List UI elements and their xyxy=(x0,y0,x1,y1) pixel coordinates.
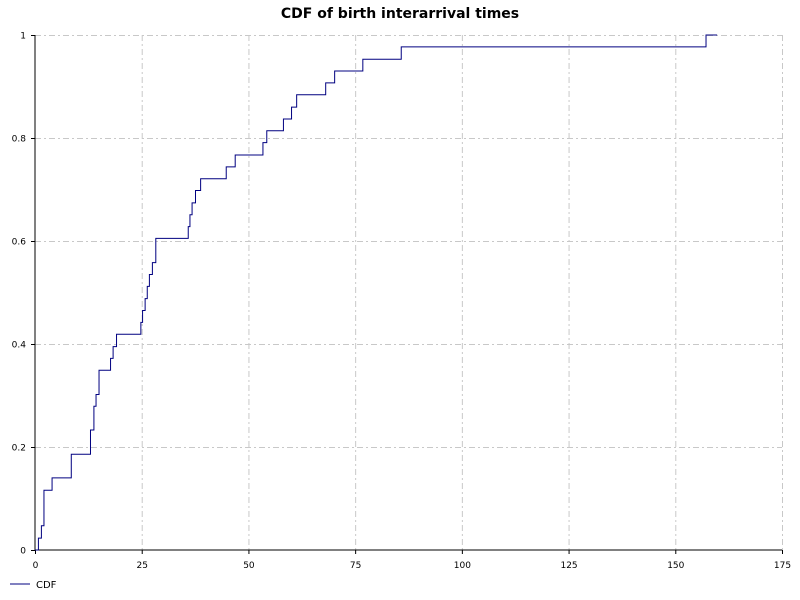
x-tick-label: 150 xyxy=(667,561,684,571)
y-tick-label: 1 xyxy=(20,32,26,42)
legend: CDF xyxy=(10,580,57,591)
legend-label-cdf: CDF xyxy=(36,580,57,591)
y-tick-label: 0 xyxy=(20,547,26,557)
x-tick-label: 50 xyxy=(243,561,255,571)
y-tick-label: 0.8 xyxy=(12,135,27,145)
series-lines xyxy=(35,34,718,551)
x-tick-label: 75 xyxy=(350,561,361,571)
chart-title: CDF of birth interarrival times xyxy=(281,6,519,22)
x-tick-label: 175 xyxy=(774,561,791,571)
x-tick-label: 100 xyxy=(454,561,471,571)
y-tick-label: 0.6 xyxy=(12,238,27,248)
x-tick-label: 25 xyxy=(136,561,147,571)
axes xyxy=(34,35,782,551)
y-tick-label: 0.2 xyxy=(12,444,26,454)
x-tick-label: 0 xyxy=(33,561,39,571)
grid-lines xyxy=(35,35,783,550)
series-line-cdf xyxy=(35,34,718,551)
y-tick-label: 0.4 xyxy=(12,341,27,351)
x-tick-label: 125 xyxy=(560,561,577,571)
axis-ticks: 0 25 50 75 100 125 150 175 0 0.2 0.4 0.6 0.8 1 xyxy=(12,32,791,572)
